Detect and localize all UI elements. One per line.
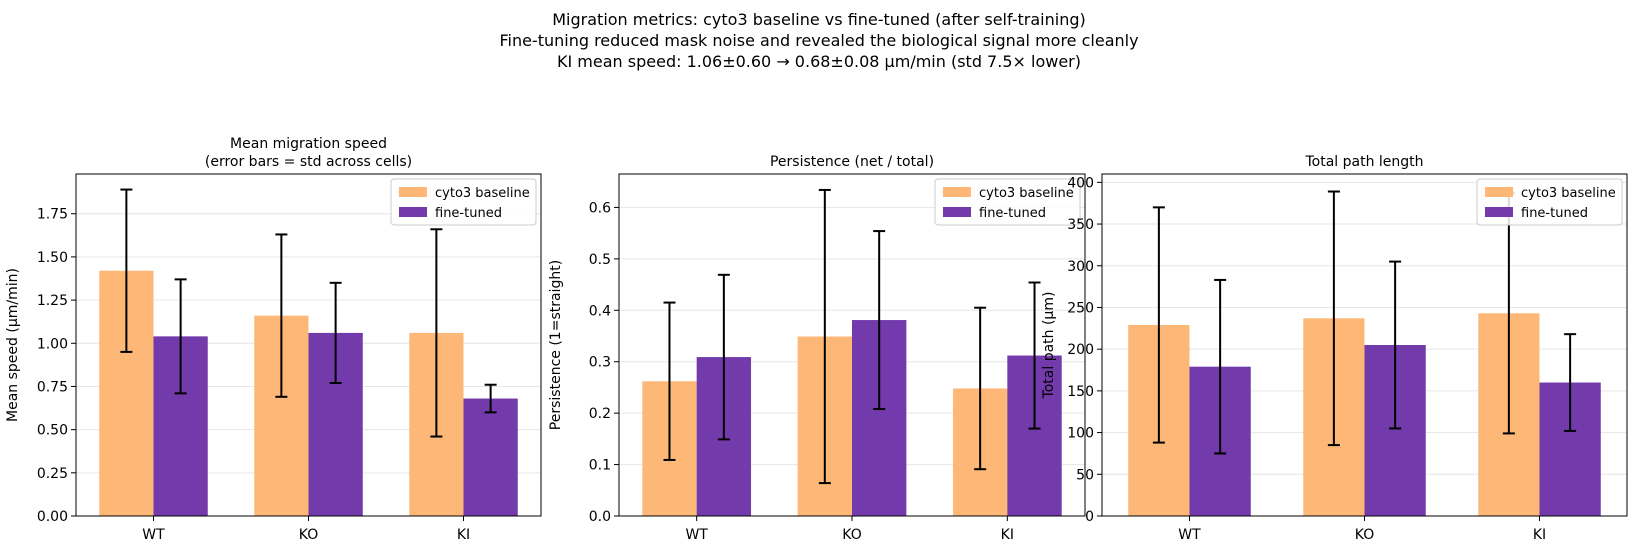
error-bar-finetuned-wt xyxy=(717,273,730,441)
figure-suptitle: Migration metrics: cyto3 baseline vs fin… xyxy=(499,10,1138,71)
y-tick-label: 0.25 xyxy=(37,466,68,482)
legend-swatch-finetuned xyxy=(943,207,971,217)
x-tick-label: WT xyxy=(1178,527,1201,543)
x-tick-label: KO xyxy=(299,527,318,543)
x-tick-label: WT xyxy=(685,527,708,543)
error-bar-baseline-ko xyxy=(275,233,288,398)
y-axis-label: Persistence (1=straight) xyxy=(548,260,564,430)
y-tick-label: 400 xyxy=(1067,175,1094,191)
y-axis-label: Total path (µm) xyxy=(1041,292,1057,400)
error-bar-baseline-wt xyxy=(663,301,676,461)
panel-title-line: Persistence (net / total) xyxy=(770,154,934,170)
legend-label-finetuned: fine-tuned xyxy=(435,206,502,221)
y-tick-label: 1.25 xyxy=(37,293,68,309)
bars xyxy=(1128,313,1601,516)
legend-label-finetuned: fine-tuned xyxy=(1521,206,1588,221)
chart-panel-1: 0.00 0.25 0.50 0.75 1.00 1.25 1.50 1.75 WT KO KI Me… xyxy=(5,136,542,543)
y-tick-label: 300 xyxy=(1067,259,1094,275)
y-axis-ticks: 0 50 100 150 200 250 300 350 400 xyxy=(1067,175,1102,525)
suptitle-line-2: Fine-tuning reduced mask noise and revea… xyxy=(499,31,1138,50)
x-tick-label: KO xyxy=(842,527,861,543)
error-bars xyxy=(120,188,497,438)
legend: cyto3 baseline fine-tuned xyxy=(1476,178,1623,226)
x-tick-label: WT xyxy=(142,527,165,543)
y-tick-label: 1.00 xyxy=(37,336,68,352)
x-axis-ticks: WT KO KI xyxy=(142,516,470,543)
error-bar-finetuned-wt xyxy=(1214,278,1227,455)
panel-title-line: Mean migration speed xyxy=(230,136,387,152)
error-bar-finetuned-ki xyxy=(484,383,497,414)
error-bar-finetuned-ki xyxy=(1564,333,1577,432)
bars xyxy=(99,270,518,516)
x-axis-ticks: WT KO KI xyxy=(685,516,1014,543)
error-bar-finetuned-ko xyxy=(329,281,342,384)
y-axis-ticks: 0.0 0.1 0.2 0.3 0.4 0.5 0.6 xyxy=(589,200,619,525)
y-tick-label: 0.2 xyxy=(589,406,611,422)
y-axis-label: Mean speed (µm/min) xyxy=(5,268,21,422)
error-bar-baseline-wt xyxy=(1152,206,1165,444)
chart-panel-3: 0 50 100 150 200 250 300 350 400 WT KO KI Total path… xyxy=(1041,154,1628,543)
panel-title-line: Total path length xyxy=(1304,154,1423,170)
legend-swatch-finetuned xyxy=(1485,207,1513,217)
y-tick-label: 0.75 xyxy=(37,379,68,395)
error-bar-baseline-ki xyxy=(430,228,443,438)
y-tick-label: 0.0 xyxy=(589,509,611,525)
y-tick-label: 1.75 xyxy=(37,207,68,223)
panel-title: Total path length xyxy=(1304,154,1423,170)
panel-title-line: (error bars = std across cells) xyxy=(205,154,412,170)
panel-title: Mean migration speed (error bars = std ac… xyxy=(205,136,412,170)
legend-swatch-baseline xyxy=(399,187,427,197)
y-tick-label: 0.3 xyxy=(589,355,611,371)
legend-label-baseline: cyto3 baseline xyxy=(435,186,530,201)
legend-box xyxy=(1476,178,1623,226)
error-bar-baseline-wt xyxy=(120,188,133,353)
error-bar-baseline-ki xyxy=(974,306,987,471)
panel-title: Persistence (net / total) xyxy=(770,154,934,170)
legend-label-baseline: cyto3 baseline xyxy=(1521,186,1616,201)
bar-finetuned-ki xyxy=(463,398,518,516)
y-axis-ticks: 0.00 0.25 0.50 0.75 1.00 1.25 1.50 1.75 xyxy=(37,207,76,525)
y-tick-label: 0.6 xyxy=(589,200,611,216)
error-bar-baseline-ko xyxy=(1327,190,1340,447)
legend-label-baseline: cyto3 baseline xyxy=(979,186,1074,201)
y-tick-label: 0.00 xyxy=(37,509,68,525)
suptitle-line-3: KI mean speed: 1.06±0.60 → 0.68±0.08 µm/… xyxy=(557,52,1081,71)
y-tick-label: 100 xyxy=(1067,426,1094,442)
x-tick-label: KI xyxy=(457,527,470,543)
error-bar-baseline-ko xyxy=(818,188,831,485)
y-tick-label: 200 xyxy=(1067,342,1094,358)
y-tick-label: 0.50 xyxy=(37,423,68,439)
suptitle-line-1: Migration metrics: cyto3 baseline vs fin… xyxy=(552,10,1085,29)
legend-label-finetuned: fine-tuned xyxy=(979,206,1046,221)
legend-swatch-baseline xyxy=(1485,187,1513,197)
legend: cyto3 baseline fine-tuned xyxy=(934,178,1081,226)
legend-box xyxy=(390,178,537,226)
y-tick-label: 250 xyxy=(1067,300,1094,316)
y-tick-label: 0.5 xyxy=(589,252,611,268)
error-bar-finetuned-wt xyxy=(174,278,187,395)
y-tick-label: 350 xyxy=(1067,217,1094,233)
error-bar-finetuned-ko xyxy=(873,230,886,411)
error-bar-finetuned-ki xyxy=(1028,281,1041,430)
error-bar-finetuned-ko xyxy=(1389,260,1402,430)
y-tick-label: 0.1 xyxy=(589,458,611,474)
legend-box xyxy=(934,178,1081,226)
y-tick-label: 50 xyxy=(1076,467,1094,483)
x-tick-label: KO xyxy=(1355,527,1374,543)
x-tick-label: KI xyxy=(1533,527,1546,543)
y-tick-label: 0 xyxy=(1085,509,1094,525)
legend-swatch-baseline xyxy=(943,187,971,197)
y-tick-label: 1.50 xyxy=(37,250,68,266)
x-tick-label: KI xyxy=(1001,527,1014,543)
error-bars xyxy=(663,188,1041,485)
bars xyxy=(642,320,1062,516)
chart-panel-2: 0.0 0.1 0.2 0.3 0.4 0.5 0.6 WT KO KI Persistence (… xyxy=(548,154,1086,543)
y-tick-label: 0.4 xyxy=(589,303,611,319)
x-axis-ticks: WT KO KI xyxy=(1178,516,1546,543)
y-tick-label: 150 xyxy=(1067,384,1094,400)
legend-swatch-finetuned xyxy=(399,207,427,217)
legend: cyto3 baseline fine-tuned xyxy=(390,178,537,226)
